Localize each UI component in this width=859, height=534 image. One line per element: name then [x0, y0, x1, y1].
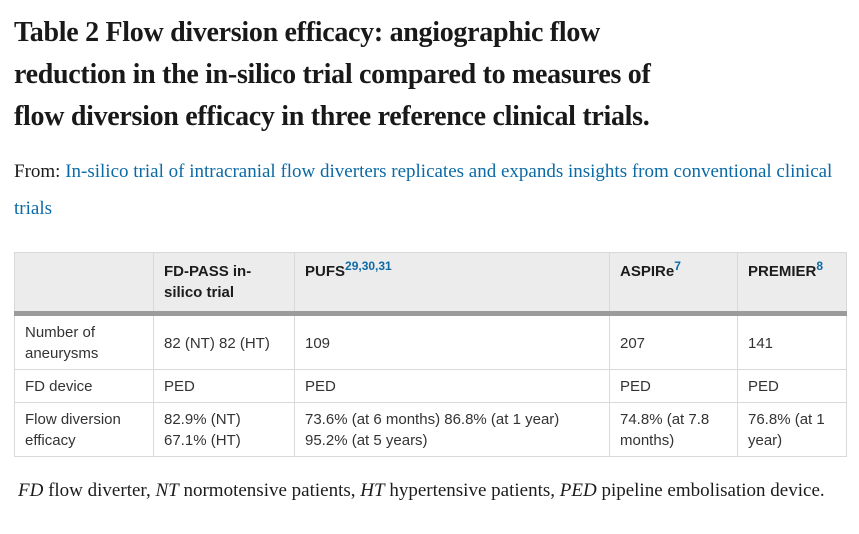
table-cell: 141: [737, 313, 847, 370]
header-label-pufs: PUFS: [305, 263, 346, 280]
table-row-number-of-aneurysms: Number of aneurysms 82 (NT) 82 (HT) 109 …: [14, 313, 847, 370]
header-cell-empty: [14, 252, 154, 316]
efficacy-table: FD-PASS in-silico trial PUFS29,30,31 ASP…: [14, 252, 847, 457]
table-cell: 74.8% (at 7.8 months): [609, 402, 738, 457]
footnote-abbr: NT: [155, 480, 179, 501]
citation-superscript: 8: [816, 259, 823, 273]
table-cell: 207: [609, 313, 738, 370]
table-cell: 82 (NT) 82 (HT): [153, 313, 295, 370]
header-cell-aspire: ASPIRe7: [609, 252, 738, 316]
footnote-abbr: FD: [18, 480, 44, 501]
table-page: Table 2 Flow diversion efficacy: angiogr…: [14, 12, 847, 508]
row-label: FD device: [14, 369, 154, 403]
from-label: From:: [14, 161, 61, 182]
table-cell: 82.9% (NT) 67.1% (HT): [153, 402, 295, 457]
table-footnote: FD flow diverter, NT normotensive patien…: [18, 474, 846, 508]
page-title-line: Table 2 Flow diversion efficacy: angiogr…: [14, 17, 600, 48]
row-label: Flow diversion efficacy: [14, 402, 154, 457]
citation-link-aspire[interactable]: 7: [674, 259, 681, 273]
header-cell-pufs: PUFS29,30,31: [294, 252, 610, 316]
table-cell: PED: [153, 369, 295, 403]
header-label-aspire: ASPIRe: [620, 263, 675, 280]
footnote-text: hypertensive patients,: [384, 480, 560, 501]
table-header-row: FD-PASS in-silico trial PUFS29,30,31 ASP…: [14, 252, 847, 316]
table-row-flow-diversion-efficacy: Flow diversion efficacy 82.9% (NT) 67.1%…: [14, 402, 847, 457]
table-row-fd-device: FD device PED PED PED PED: [14, 369, 847, 403]
footnote-text: pipeline embolisation device.: [596, 480, 825, 501]
source-line: From: In-silico trial of intracranial fl…: [14, 153, 846, 227]
page-title-line: reduction in the in-silico trial compare…: [14, 59, 651, 90]
table-cell: 73.6% (at 6 months) 86.8% (at 1 year) 95…: [294, 402, 610, 457]
row-label: Number of aneurysms: [14, 313, 154, 370]
header-label-fdpass: FD-PASS in-silico trial: [164, 263, 252, 301]
table-cell: PED: [294, 369, 610, 403]
citation-link-premier[interactable]: 8: [816, 259, 824, 273]
header-label-premier: PREMIER: [748, 263, 817, 280]
table-cell: PED: [737, 369, 847, 403]
article-link[interactable]: In-silico trial of intracranial flow div…: [14, 161, 833, 219]
footnote-abbr: PED: [559, 480, 597, 501]
table-cell: 109: [294, 313, 610, 370]
footnote-text: flow diverter,: [43, 480, 156, 501]
header-cell-premier: PREMIER8: [737, 252, 847, 316]
footnote-text: normotensive patients,: [178, 480, 361, 501]
table-cell: 76.8% (at 1 year): [737, 402, 847, 457]
citation-link-pufs[interactable]: 29,30,31: [345, 259, 392, 273]
page-title: Table 2 Flow diversion efficacy: angiogr…: [14, 12, 846, 138]
table-cell: PED: [609, 369, 738, 403]
page-title-line: flow diversion efficacy in three referen…: [14, 101, 650, 132]
footnote-abbr: HT: [360, 480, 385, 501]
header-cell-fdpass: FD-PASS in-silico trial: [153, 252, 295, 316]
citation-superscript: 29,30,31: [345, 259, 392, 273]
citation-superscript: 7: [674, 259, 681, 273]
